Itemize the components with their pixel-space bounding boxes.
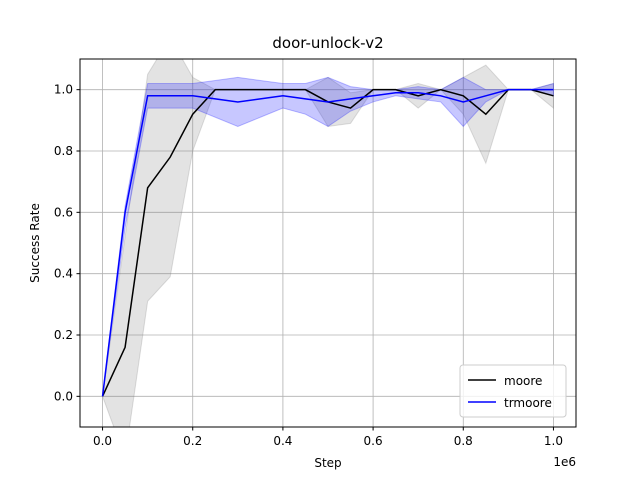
x-tick-label: 0.2 xyxy=(183,434,202,448)
y-tick-label: 0.6 xyxy=(54,205,73,219)
chart-title: door-unlock-v2 xyxy=(272,34,383,52)
axes-frame xyxy=(79,58,577,428)
x-tick-label: 0.8 xyxy=(454,434,473,448)
x-axis-label: Step xyxy=(314,456,341,470)
x-tick-label: 1.0 xyxy=(544,434,563,448)
grid xyxy=(80,59,576,427)
legend: moore trmoore xyxy=(459,364,567,418)
y-tick-label: 0.0 xyxy=(54,389,73,403)
legend-label: moore xyxy=(504,374,542,388)
band xyxy=(102,76,554,397)
y-tick-label: 1.0 xyxy=(54,83,73,97)
line xyxy=(101,88,554,397)
legend-label: trmoore xyxy=(504,396,552,410)
x-tick-label: 0.4 xyxy=(273,434,292,448)
y-tick-label: 0.2 xyxy=(54,328,73,342)
x-offset-label: 1e6 xyxy=(553,455,576,469)
y-axis-label: Success Rate xyxy=(28,203,42,283)
y-tick-label: 0.8 xyxy=(54,144,73,158)
y-tick-label: 0.4 xyxy=(54,267,73,281)
ticks: 0.0 0.2 0.4 0.6 0.8 1.0 0.0 0.2 0.4 0.6 0.8 1.0 xyxy=(54,83,563,448)
x-tick-label: 0.0 xyxy=(93,434,112,448)
x-tick-label: 0.6 xyxy=(364,434,383,448)
legend-box xyxy=(459,364,567,418)
plot-area xyxy=(101,59,554,427)
